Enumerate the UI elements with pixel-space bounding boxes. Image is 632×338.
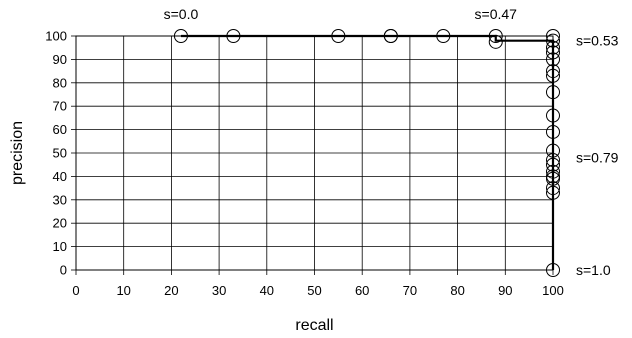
data-point [546, 52, 560, 67]
data-points [173, 29, 560, 277]
x-axis-label: recall [295, 317, 333, 334]
x-tick-label: 30 [212, 283, 226, 298]
threshold-annotation: s=0.0 [164, 6, 199, 22]
data-point [546, 108, 560, 123]
y-tick-labels: 0 10 20 30 40 50 60 70 80 90 100 [45, 29, 67, 278]
y-tick-label: 30 [53, 192, 67, 207]
x-tick-label: 90 [498, 283, 512, 298]
data-point [546, 85, 560, 100]
data-point [546, 40, 560, 55]
y-tick-label: 20 [53, 216, 67, 231]
threshold-annotation: s=0.79 [576, 150, 619, 166]
threshold-annotation: s=1.0 [576, 262, 611, 278]
data-point [546, 171, 560, 186]
y-tick-label: 100 [45, 29, 67, 44]
data-point [546, 157, 560, 172]
x-tick-label: 60 [355, 283, 369, 298]
threshold-annotation: s=0.47 [475, 6, 518, 22]
x-tick-label: 40 [260, 283, 274, 298]
data-point [488, 29, 503, 43]
x-tick-label: 50 [307, 283, 321, 298]
threshold-annotation: s=0.53 [576, 33, 619, 49]
data-point [173, 29, 188, 43]
data-point [546, 64, 560, 79]
data-point [546, 143, 560, 158]
data-point [546, 181, 560, 196]
x-tick-labels: 0 10 20 30 40 50 60 70 80 90 100 [72, 283, 563, 298]
data-point [546, 153, 560, 168]
y-tick-label: 60 [53, 122, 67, 137]
y-tick-label: 70 [53, 99, 67, 114]
y-tick-label: 90 [53, 52, 67, 67]
data-point [331, 29, 346, 43]
x-tick-label: 70 [403, 283, 417, 298]
x-tick-label: 80 [450, 283, 464, 298]
data-point [546, 29, 560, 43]
data-point [546, 263, 560, 277]
x-tick-label: 100 [542, 283, 564, 298]
x-tick-label: 0 [72, 283, 79, 298]
data-point [546, 45, 560, 60]
y-axis-label: precision [9, 121, 26, 185]
data-point [546, 185, 560, 200]
data-point [488, 34, 503, 49]
y-tick-label: 50 [53, 146, 67, 161]
data-point [546, 68, 560, 83]
y-tick-label: 0 [60, 263, 67, 278]
x-tick-label: 10 [116, 283, 130, 298]
data-point [436, 29, 451, 43]
data-point [546, 33, 560, 48]
data-point [546, 164, 560, 179]
grid-lines [71, 35, 554, 275]
y-tick-label: 10 [53, 239, 67, 254]
data-point [383, 29, 398, 43]
y-tick-label: 40 [53, 169, 67, 184]
precision-recall-curve [180, 34, 555, 270]
data-point [226, 29, 241, 43]
y-tick-label: 80 [53, 75, 67, 90]
annotations: s=0.0 s=0.47 s=0.53 s=0.79 s=1.0 [164, 6, 619, 278]
data-point [546, 124, 560, 139]
x-tick-label: 20 [164, 283, 178, 298]
